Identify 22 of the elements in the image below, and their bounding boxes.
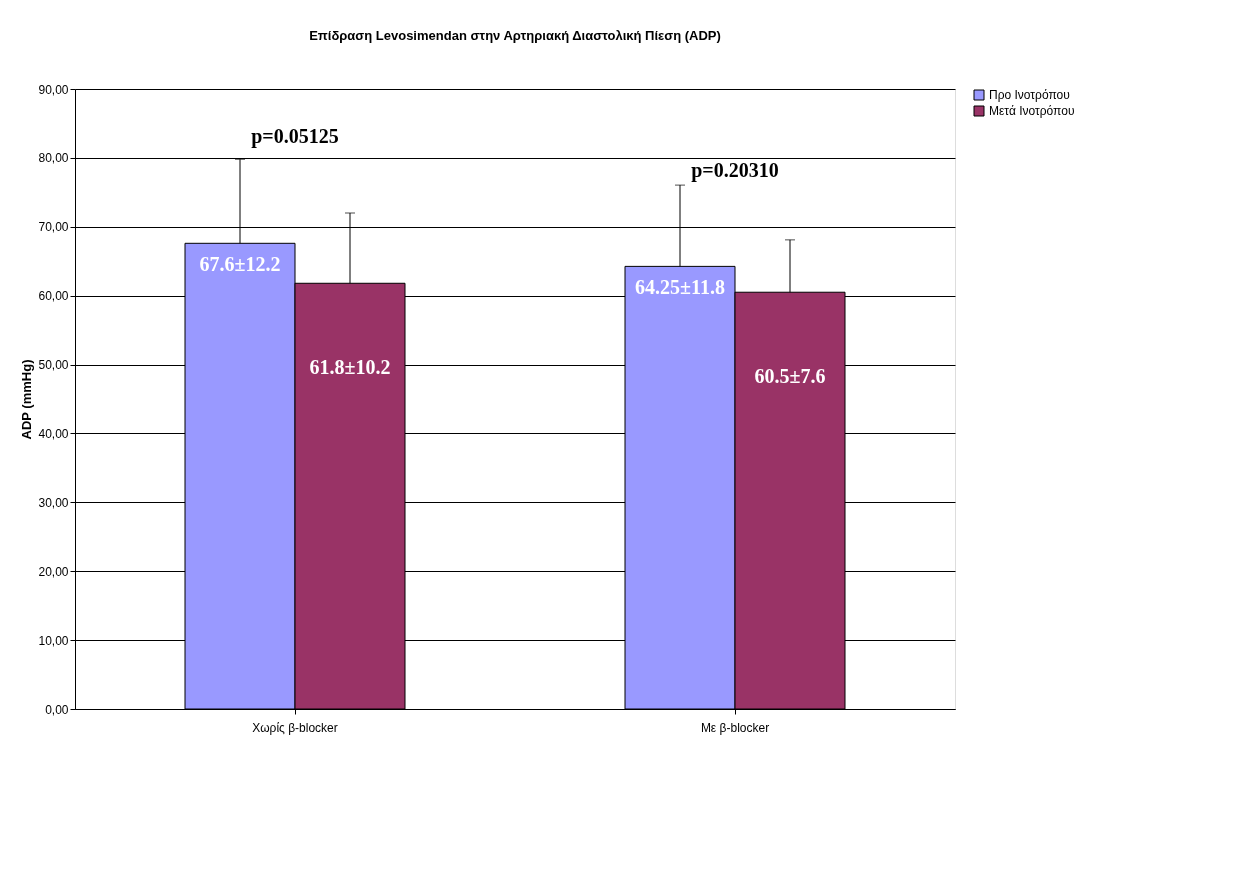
y-tick-label: 70,00	[38, 220, 69, 235]
data-label: 67.6±12.2	[199, 253, 281, 276]
chart-title: Επίδραση Levosimendan στην Αρτηριακή Διαστολική Πίεση (ADP)	[309, 28, 721, 43]
y-tick-label: 30,00	[38, 495, 69, 510]
y-tick-label: 20,00	[38, 564, 69, 579]
y-tick-label: 60,00	[38, 289, 69, 304]
data-label: 60.5±7.6	[754, 365, 826, 388]
data-label: 61.8±10.2	[309, 356, 391, 379]
y-tick-label: 40,00	[38, 426, 69, 441]
y-tick-label: 80,00	[38, 151, 69, 166]
y-tick-label: 90,00	[38, 82, 69, 97]
data-label: 64.25±11.8	[635, 276, 725, 299]
y-axis-title: ADP (mmHg)	[19, 359, 35, 440]
annotation: p=0.05125	[251, 125, 339, 148]
x-tick-label: Με β-blocker	[700, 720, 770, 735]
legend-label: Μετά Ινοτρόπου	[989, 104, 1075, 118]
annotation: p=0.20310	[691, 159, 779, 182]
legend-label: Προ Ινοτρόπου	[989, 88, 1070, 102]
y-tick-label: 0,00	[45, 702, 69, 717]
y-tick-label: 50,00	[38, 358, 69, 373]
x-tick-label: Χωρίς β-blocker	[252, 720, 338, 735]
y-tick-label: 10,00	[38, 633, 69, 648]
